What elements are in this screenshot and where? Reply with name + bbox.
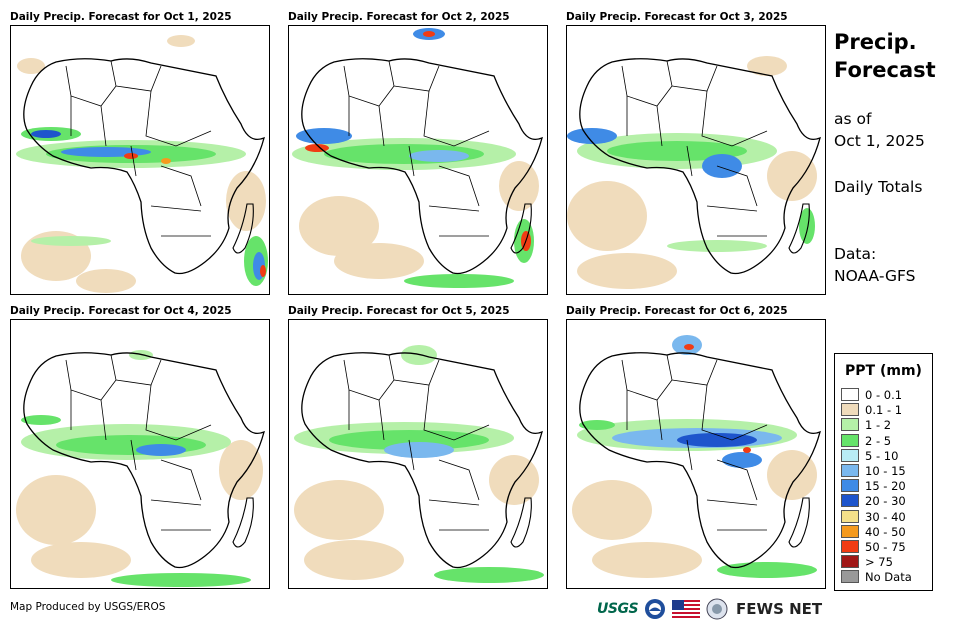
forecast-map-6 [566, 319, 826, 589]
legend-item: 15 - 20 [841, 479, 906, 493]
totals-label: Daily Totals [834, 178, 923, 196]
legend-item: 0 - 0.1 [841, 388, 902, 402]
legend-swatch [841, 388, 859, 401]
legend-item: 2 - 5 [841, 433, 892, 448]
legend-swatch [841, 524, 859, 538]
legend-label: 40 - 50 [865, 524, 906, 539]
legend-swatch [841, 403, 859, 417]
legend-item: 50 - 75 [841, 540, 906, 554]
fewsnet-logo: FEWS NET [736, 600, 823, 618]
state-dept-seal-icon [706, 598, 728, 620]
legend-swatch [841, 494, 859, 508]
legend-swatch [841, 570, 859, 584]
data-source: Data: NOAA-GFS [834, 245, 916, 285]
forecast-map-5 [288, 319, 548, 589]
forecast-map-4 [10, 319, 270, 589]
legend-item: 5 - 10 [841, 448, 899, 463]
legend-swatch [841, 479, 859, 493]
usgs-logo: USGS [597, 601, 639, 617]
legend-item: 20 - 30 [841, 494, 906, 508]
legend-label: 10 - 15 [865, 464, 906, 478]
africa-outline [23, 58, 265, 275]
legend-label: 1 - 2 [865, 418, 892, 433]
legend-label: No Data [865, 570, 912, 585]
legend-item: 0.1 - 1 [841, 403, 902, 417]
legend-label: 5 - 10 [865, 448, 899, 463]
side-title: Precip. Forecast [834, 30, 936, 82]
legend-label: > 75 [865, 555, 893, 570]
legend-swatch [841, 448, 859, 462]
noaa-logo-icon [645, 599, 666, 619]
legend-item: No Data [841, 570, 912, 584]
credit-text: Map Produced by USGS/EROS [10, 601, 166, 613]
panel-title-6: Daily Precip. Forecast for Oct 6, 2025 [566, 305, 788, 317]
legend-item: 10 - 15 [841, 464, 906, 478]
panel-title-1: Daily Precip. Forecast for Oct 1, 2025 [10, 11, 232, 23]
legend-label: 0.1 - 1 [865, 403, 903, 418]
panel-title-4: Daily Precip. Forecast for Oct 4, 2025 [10, 305, 232, 317]
legend-item: 30 - 40 [841, 509, 906, 524]
legend-swatch [841, 433, 859, 447]
legend-item: 40 - 50 [841, 524, 906, 539]
legend-swatch [841, 418, 859, 432]
us-flag-icon [672, 600, 701, 618]
legend-swatch [841, 509, 859, 523]
rain-band [16, 127, 268, 286]
forecast-map-2 [288, 25, 548, 295]
logo-bar: USGS FEWS NET [597, 597, 822, 621]
legend-label: 2 - 5 [865, 433, 892, 448]
panel-title-2: Daily Precip. Forecast for Oct 2, 2025 [288, 11, 510, 23]
panel-title-5: Daily Precip. Forecast for Oct 5, 2025 [288, 305, 510, 317]
legend-item: > 75 [841, 555, 893, 569]
legend-item: 1 - 2 [841, 418, 891, 432]
forecast-map-1 [10, 25, 270, 295]
legend-title: PPT (mm) [845, 363, 922, 379]
legend-label: 20 - 30 [865, 494, 906, 509]
as-of-date: as of Oct 1, 2025 [834, 110, 925, 150]
legend-swatch [841, 555, 859, 569]
legend-swatch [841, 540, 859, 553]
legend-swatch [841, 464, 859, 477]
legend-label: 30 - 40 [865, 509, 906, 524]
legend-label: 0 - 0.1 [865, 388, 903, 402]
legend-label: 15 - 20 [865, 479, 906, 494]
panel-title-3: Daily Precip. Forecast for Oct 3, 2025 [566, 11, 788, 23]
legend-label: 50 - 75 [865, 540, 906, 554]
forecast-map-3 [566, 25, 826, 295]
